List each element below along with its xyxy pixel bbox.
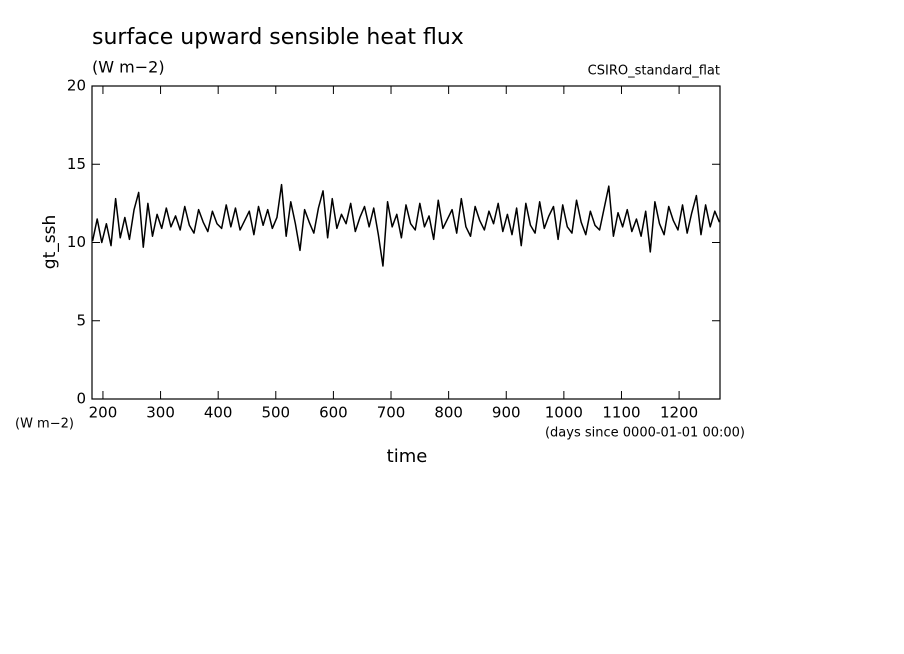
y-tick-label: 0 (76, 390, 86, 408)
x-tick-label: 300 (146, 404, 175, 422)
chart-subtitle: (W m−2) (92, 58, 165, 77)
plot-frame (91, 85, 721, 400)
x-tick-label: 1200 (660, 404, 698, 422)
y-axis-label: gt_ssh (40, 215, 60, 269)
x-tick-label: 900 (492, 404, 521, 422)
x-tick-label: 1100 (602, 404, 640, 422)
y-tick-label: 15 (67, 155, 86, 173)
x-tick-label: 400 (204, 404, 233, 422)
x-tick-label: 1000 (545, 404, 583, 422)
x-units: (days since 0000-01-01 00:00) (545, 426, 745, 441)
annotation: CSIRO_standard_flat (588, 64, 720, 79)
y-tick-label: 20 (67, 77, 86, 95)
y-tick-label: 10 (67, 233, 86, 251)
x-tick-label: 200 (89, 404, 118, 422)
x-tick-label: 600 (319, 404, 348, 422)
chart-title: surface upward sensible heat flux (92, 25, 464, 50)
x-axis-label: time (387, 446, 428, 467)
x-tick-label: 700 (377, 404, 406, 422)
data-line (91, 183, 721, 267)
y-units: (W m−2) (15, 417, 74, 432)
x-tick-label: 800 (434, 404, 463, 422)
y-tick-label: 5 (76, 311, 86, 329)
x-tick-label: 500 (261, 404, 290, 422)
